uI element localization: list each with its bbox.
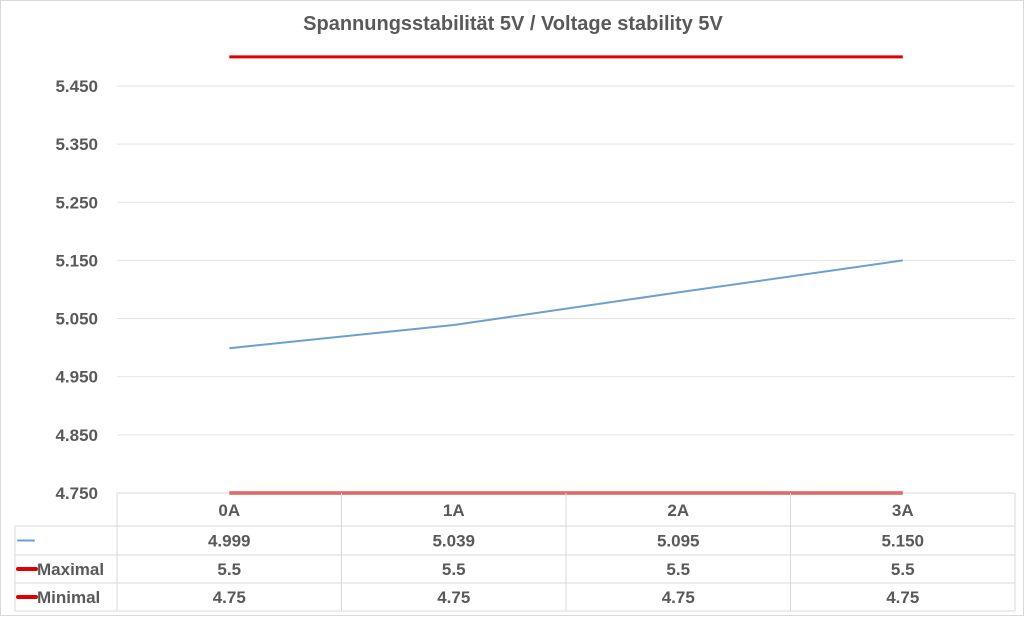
gridlines [117, 85, 1015, 494]
y-tick-label: 4.750 [55, 484, 98, 503]
y-tick-label: 5.050 [55, 310, 98, 329]
legend-label: Minimal [37, 588, 100, 607]
x-category-label: 0A [218, 501, 240, 520]
y-tick-label: 4.950 [55, 368, 98, 387]
y-axis-ticks: 4.750 4.850 4.950 5.050 5.150 5.250 5.350 5.450 [55, 77, 98, 503]
y-tick-label: 4.850 [55, 426, 98, 445]
data-label: 5.5 [891, 560, 915, 579]
data-label: 4.75 [213, 588, 246, 607]
series-lines [229, 55, 903, 495]
x-category-label: 2A [667, 501, 689, 520]
legend-label: Maximal [37, 560, 104, 579]
y-tick-label: 5.350 [55, 135, 98, 154]
data-label: 5.039 [432, 532, 475, 551]
chart-title: Spannungsstabilität 5V / Voltage stabili… [303, 13, 723, 35]
data-label: 5.095 [657, 532, 700, 551]
y-tick-label: 5.450 [55, 77, 98, 96]
data-label: 4.75 [437, 588, 470, 607]
x-category-label: 3A [892, 501, 914, 520]
data-label: 4.75 [886, 588, 919, 607]
series-line-voltage [229, 259, 903, 350]
data-label: 4.999 [208, 532, 251, 551]
data-label: 5.5 [666, 560, 690, 579]
x-category-label: 1A [443, 501, 465, 520]
data-label: 5.5 [442, 560, 466, 579]
data-label: 4.75 [662, 588, 695, 607]
y-tick-label: 5.150 [55, 251, 98, 270]
data-label: 5.5 [217, 560, 241, 579]
data-label: 5.150 [881, 532, 924, 551]
data-table: 0A 1A 2A 3A 4.999 5.039 5.095 5.150 Maximal 5.5 5.… [14, 492, 1016, 612]
y-tick-label: 5.250 [55, 193, 98, 212]
